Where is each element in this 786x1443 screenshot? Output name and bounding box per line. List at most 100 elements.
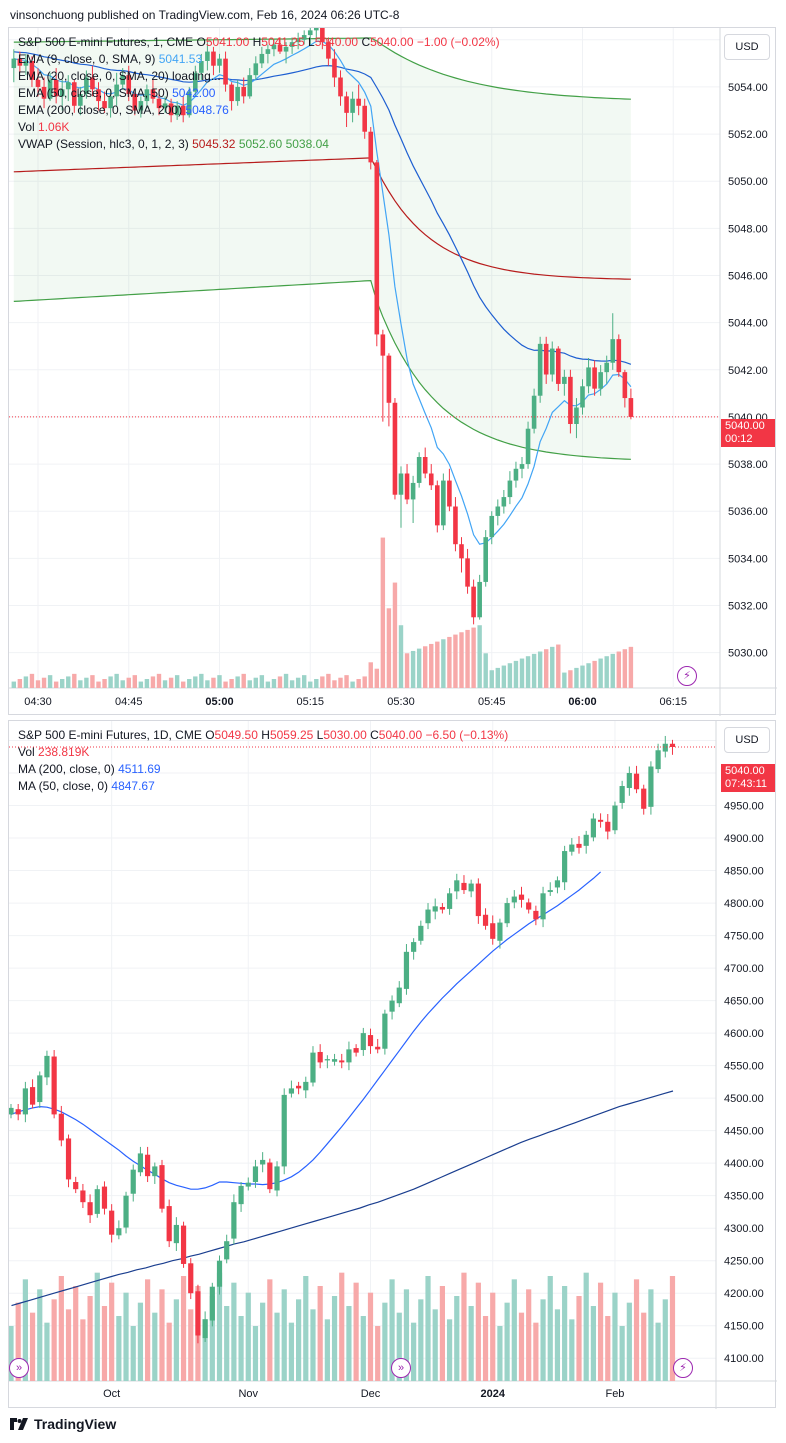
legend-volume[interactable]: Vol 1.06K <box>18 120 70 134</box>
volume-bar <box>622 649 628 688</box>
lightning-icon[interactable]: ⚡ <box>677 666 697 686</box>
volume-bar <box>331 1296 338 1381</box>
legend-vwap[interactable]: VWAP (Session, hlc3, 0, 1, 2, 3) 5045.32… <box>18 137 329 151</box>
legend-ma50[interactable]: MA (50, close, 0) 4847.67 <box>18 779 155 793</box>
volume-bar <box>11 681 16 688</box>
candle-body <box>389 1000 395 1012</box>
currency-button[interactable]: USD <box>724 34 770 60</box>
dividend-icon[interactable]: » <box>391 1358 411 1378</box>
candle-body <box>490 923 496 939</box>
volume-bar <box>362 676 367 688</box>
candle-body <box>497 922 503 941</box>
open-label: O <box>196 35 206 49</box>
volume-bar <box>598 658 603 688</box>
candle-body <box>114 84 119 97</box>
candle-body <box>416 457 422 483</box>
volume-bar <box>202 1319 208 1381</box>
volume-bar <box>550 646 555 688</box>
candle-body <box>392 402 398 495</box>
volume-bar <box>569 1319 575 1381</box>
volume-bar <box>482 1316 489 1381</box>
volume-bar <box>37 1289 43 1381</box>
volume-bar <box>562 672 567 688</box>
volume-bar <box>554 1309 561 1381</box>
legend-ema9[interactable]: EMA (9, close, 0, SMA, 9) 5041.53 <box>18 52 203 66</box>
volume-bar <box>441 639 446 688</box>
volume-bar <box>29 673 35 688</box>
volume-bar <box>187 679 192 688</box>
volume-bar <box>326 673 331 688</box>
last-price-label: 5040.00 00:12 <box>721 419 775 447</box>
open-value: 5049.50 <box>214 728 258 742</box>
candle-body <box>396 987 402 1004</box>
volume-bar <box>429 643 434 688</box>
volume-bar <box>137 1302 144 1381</box>
y-tick-label: 5030.00 <box>728 648 768 660</box>
volume-bar <box>126 677 131 688</box>
candle-body <box>605 821 611 832</box>
y-tick-label: 5034.00 <box>728 553 768 565</box>
volume-bar <box>519 658 525 688</box>
volume-bar <box>51 1299 57 1381</box>
currency-button[interactable]: USD <box>724 727 770 753</box>
volume-bar <box>162 680 168 688</box>
y-tick-label: 5054.00 <box>728 82 768 94</box>
candle-body <box>331 1059 338 1062</box>
legend-ema50[interactable]: EMA (50, close, 0, SMA, 50) 5042.00 <box>18 86 216 100</box>
candle-body <box>404 473 410 500</box>
candle-body <box>180 1225 187 1264</box>
volume-bar <box>375 1326 381 1381</box>
volume-bar <box>152 1312 158 1381</box>
volume-bar <box>386 608 392 688</box>
daily-chart-canvas[interactable]: 4100.00 4150.00 4200.00 4250.00 4300.00 4350.… <box>9 721 777 1409</box>
candle-body <box>51 1056 57 1115</box>
volume-bar <box>58 1276 64 1381</box>
volume-bar <box>507 663 513 688</box>
volume-bar <box>303 1276 309 1381</box>
legend-ma200[interactable]: MA (200, close, 0) 4511.69 <box>18 762 161 776</box>
volume-bar <box>356 679 361 688</box>
candle-body <box>130 1169 136 1194</box>
candle-body <box>116 1228 122 1236</box>
y-tick-label: 4550.00 <box>724 1061 764 1073</box>
legend-volume[interactable]: Vol 238.819K <box>18 745 90 759</box>
volume-bar <box>446 1319 453 1381</box>
volume-bar <box>235 676 240 688</box>
volume-bar <box>317 1286 323 1381</box>
volume-bar <box>403 1289 410 1381</box>
lightning-icon[interactable]: ⚡ <box>673 1358 693 1378</box>
legend-ema20[interactable]: EMA (20, close, 0, SMA, 20) loading... <box>18 69 221 83</box>
volume-bar <box>87 1296 93 1381</box>
volume-bar <box>314 679 319 688</box>
volume-bar <box>518 1312 525 1381</box>
candle-body <box>195 1291 201 1336</box>
volume-bar <box>296 1299 302 1381</box>
volume-bar <box>130 1326 136 1381</box>
volume-bar <box>238 1316 244 1381</box>
volume-bar <box>633 1279 640 1381</box>
volume-bar <box>180 1276 187 1381</box>
candle-body <box>156 98 162 109</box>
candle-body <box>610 339 616 363</box>
legend-ema200[interactable]: EMA (200, close, 0, SMA, 200) 5048.76 <box>18 103 229 117</box>
volume-bar <box>211 677 216 688</box>
volume-bar <box>216 1272 223 1381</box>
intraday-chart-panel[interactable]: 5030.00 5032.00 5034.00 5036.00 5038.00 5040.… <box>8 27 777 716</box>
intraday-chart-canvas[interactable]: 5030.00 5032.00 5034.00 5036.00 5038.00 5040.… <box>9 28 777 716</box>
volume-bar <box>610 653 615 688</box>
candle-body <box>439 906 445 910</box>
candle-body <box>274 1166 280 1191</box>
candle-body <box>84 77 89 94</box>
tradingview-brand[interactable]: TradingView <box>10 1416 116 1432</box>
candle-body <box>73 1182 79 1190</box>
candle-body <box>231 1202 237 1239</box>
y-tick-label: 4800.00 <box>724 898 764 910</box>
volume-bar <box>173 1299 179 1381</box>
volume-bar <box>245 1292 251 1381</box>
candle-body <box>80 1190 86 1203</box>
volume-bar <box>576 1296 582 1381</box>
dividend-icon[interactable]: » <box>9 1358 29 1378</box>
y-tick-label: 4150.00 <box>724 1321 764 1333</box>
daily-chart-panel[interactable]: 4100.00 4150.00 4200.00 4250.00 4300.00 4350.… <box>8 720 777 1409</box>
candle-body <box>211 51 216 66</box>
